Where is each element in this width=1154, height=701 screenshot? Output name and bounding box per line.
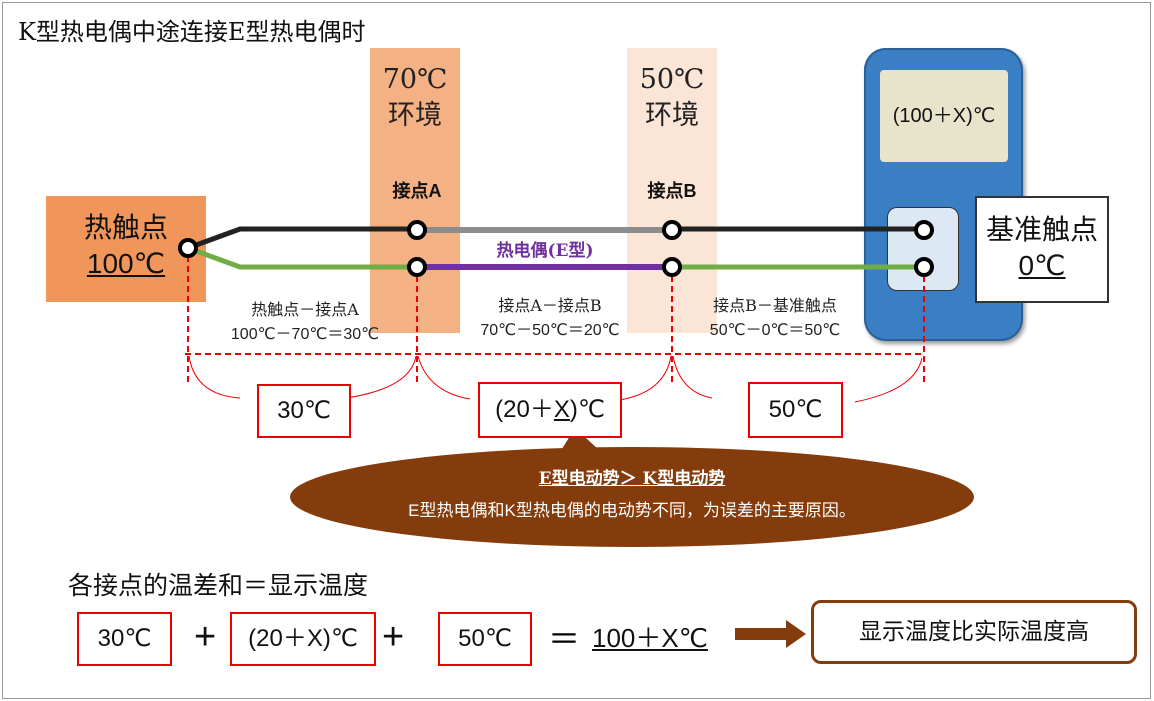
segment-3-calc: 50℃－0℃＝50℃ (709, 322, 841, 339)
k-wire-positive (187, 226, 417, 251)
meter-terminal-2 (914, 257, 934, 277)
env-a-zone (370, 48, 460, 333)
k-wire-negative (187, 245, 417, 270)
env-a-temp: 70℃ (382, 64, 448, 95)
junction-a-label: 接点A (392, 181, 442, 201)
callout-headline: E型电动势＞ K型电动势 (538, 469, 726, 489)
segment-3-name: 接点B－基准触点 (713, 296, 837, 315)
hot-junction-label: 热触点 (83, 211, 168, 244)
equation-term-1: 30℃ (77, 612, 172, 666)
equation-total: 100＋X℃ (592, 623, 708, 653)
callout-ellipse (290, 447, 974, 547)
thermocouple-e-label: 热电偶(E型) (496, 241, 594, 261)
hot-junction-temp: 100℃ (86, 248, 166, 279)
segment-2-result: (20＋X)℃ (478, 382, 622, 438)
segment-2-calc: 70℃－50℃＝20℃ (480, 322, 620, 339)
junction-b-label: 接点B (647, 181, 697, 201)
plus-2: + (382, 616, 405, 658)
hot-junction-box: 热触点 100℃ (46, 196, 206, 302)
segment-1-calc: 100℃－70℃＝30℃ (230, 326, 380, 343)
segment-2-suffix: )℃ (569, 396, 605, 423)
callout-text: E型热电偶和K型热电偶的电动势不同，为误差的主要原因。 (408, 501, 856, 520)
brace-3 (672, 355, 923, 403)
junction-a-terminal-2 (407, 257, 427, 277)
junction-a-terminal-1 (407, 220, 427, 240)
equals-sign: ＝ (548, 621, 581, 657)
ref-junction-box: 基准触点 0℃ (975, 196, 1109, 303)
plus-1: + (194, 616, 217, 658)
segment-2-x: X (553, 396, 570, 423)
segment-2-prefix: (20＋ (495, 396, 554, 423)
env-b-temp: 50℃ (639, 64, 705, 95)
junction-b-terminal-2 (662, 257, 682, 277)
arrow-right (735, 620, 806, 648)
conclusion-box: 显示温度比实际温度高 (811, 600, 1137, 664)
segment-2-name: 接点A－接点B (498, 296, 602, 315)
junction-b-terminal-1 (662, 220, 682, 240)
equation-heading: 各接点的温差和＝显示温度 (68, 571, 369, 600)
env-b-zone (627, 48, 717, 333)
meter-terminal-1 (914, 220, 934, 240)
equation-term-2: (20＋X)℃ (230, 612, 376, 666)
title: K型热电偶中途连接E型热电偶时 (18, 18, 366, 46)
env-a-label: 环境 (388, 100, 442, 131)
env-b-label: 环境 (645, 100, 699, 131)
hot-junction-terminal (178, 238, 198, 258)
ref-junction-temp: 0℃ (1018, 250, 1066, 281)
segment-3-result: 50℃ (748, 382, 843, 438)
segment-1-name: 热触点－接点A (251, 300, 359, 319)
ref-junction-label: 基准触点 (985, 213, 1098, 246)
brace-2 (417, 355, 672, 401)
meter-display: (100＋X)℃ (880, 70, 1008, 162)
equation-term-3: 50℃ (438, 612, 532, 666)
segment-1-result: 30℃ (257, 384, 351, 438)
